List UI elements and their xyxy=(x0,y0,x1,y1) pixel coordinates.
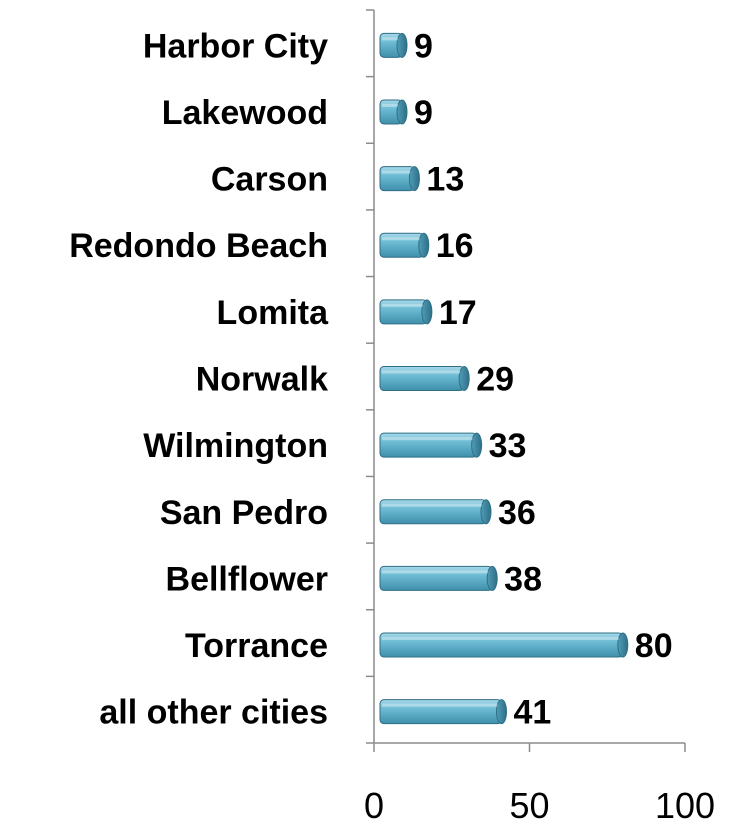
bar-highlight xyxy=(382,370,461,374)
bar xyxy=(379,366,470,391)
bar xyxy=(379,99,408,125)
bar-body xyxy=(379,366,465,391)
bar-cap xyxy=(617,632,629,658)
category-label: Lomita xyxy=(217,294,330,332)
bar-cap xyxy=(496,699,508,725)
x-tick-label: 0 xyxy=(364,785,384,825)
bar-highlight xyxy=(382,570,489,574)
value-label: 33 xyxy=(489,427,527,465)
bar-body xyxy=(379,432,478,458)
axes: 0 50 100 xyxy=(364,9,715,825)
value-label: 9 xyxy=(414,27,433,65)
bar-body xyxy=(379,699,503,725)
value-label: 9 xyxy=(414,94,433,132)
bar xyxy=(379,432,483,458)
category-label: San Pedro xyxy=(160,494,328,532)
x-tick-label: 100 xyxy=(655,785,715,825)
bar-highlight xyxy=(382,703,498,707)
bar-cap xyxy=(396,32,408,58)
bar-highlight xyxy=(382,437,473,441)
bar-cap xyxy=(408,166,420,192)
bar-body xyxy=(379,499,487,525)
value-label: 17 xyxy=(439,294,477,332)
bar-cap xyxy=(458,366,470,391)
value-label: 38 xyxy=(504,560,542,598)
value-label: 80 xyxy=(635,627,673,665)
bar-body xyxy=(379,299,428,325)
bar-highlight xyxy=(382,503,482,507)
category-label: Redondo Beach xyxy=(69,227,328,265)
category-label: Torrance xyxy=(185,627,328,665)
bar-highlight xyxy=(382,637,619,641)
category-label: all other cities xyxy=(99,694,328,732)
bar-cap xyxy=(396,99,408,125)
category-label: Bellflower xyxy=(166,560,328,598)
bar-highlight xyxy=(382,237,420,241)
bar xyxy=(379,499,492,525)
bar-body xyxy=(379,232,425,258)
x-tick-label: 50 xyxy=(509,785,549,825)
bar xyxy=(379,232,430,258)
category-label: Harbor City xyxy=(143,27,328,65)
bar xyxy=(379,299,433,325)
bar-highlight xyxy=(382,37,398,41)
bar-body xyxy=(379,565,493,591)
category-label: Carson xyxy=(211,161,328,199)
bar-highlight xyxy=(382,103,398,107)
bar-cap xyxy=(486,565,498,591)
bar xyxy=(379,32,408,58)
bar xyxy=(379,565,498,591)
bar-body xyxy=(379,632,624,658)
value-label: 36 xyxy=(498,494,536,532)
bar xyxy=(379,632,629,658)
bar-cap xyxy=(418,232,430,258)
bar-highlight xyxy=(382,170,411,174)
bar-cap xyxy=(480,499,492,525)
category-label: Lakewood xyxy=(162,94,328,132)
bar-cap xyxy=(471,432,483,458)
bar-highlight xyxy=(382,303,423,307)
value-label: 16 xyxy=(436,227,474,265)
bars xyxy=(379,32,629,725)
bar xyxy=(379,166,420,192)
value-label: 29 xyxy=(476,361,514,399)
category-label: Norwalk xyxy=(196,361,328,399)
bar-cap xyxy=(421,299,433,325)
labels: Harbor City 9 Lakewood 9 Carson 13 Redondo Bea… xyxy=(69,27,672,731)
category-label: Wilmington xyxy=(143,427,328,465)
value-label: 41 xyxy=(514,694,552,732)
bar xyxy=(379,699,508,725)
value-label: 13 xyxy=(426,161,464,199)
